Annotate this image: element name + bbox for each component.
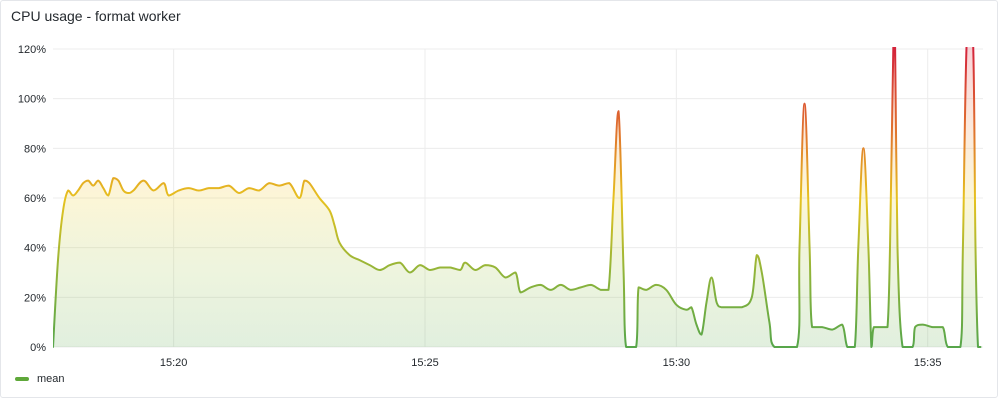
x-tick-label: 15:20 bbox=[160, 357, 188, 369]
legend-swatch bbox=[15, 377, 29, 381]
y-tick-label: 80% bbox=[24, 143, 46, 155]
y-tick-label: 60% bbox=[24, 193, 46, 205]
x-tick-label: 15:25 bbox=[411, 357, 439, 369]
series-layer bbox=[53, 47, 982, 348]
x-tick-label: 15:35 bbox=[914, 357, 942, 369]
panel-title: CPU usage - format worker bbox=[11, 8, 181, 24]
x-tick-label: 15:30 bbox=[663, 357, 691, 369]
legend-label: mean bbox=[37, 373, 65, 385]
y-tick-label: 100% bbox=[18, 94, 46, 106]
series-area-mean bbox=[53, 47, 981, 347]
legend-item-mean[interactable]: mean bbox=[15, 373, 65, 385]
series-line-mean bbox=[53, 47, 982, 348]
y-tick-label: 120% bbox=[18, 44, 46, 56]
y-tick-label: 20% bbox=[24, 292, 46, 304]
x-axis: 15:20 15:25 15:30 15:35 bbox=[160, 357, 942, 369]
y-tick-label: 40% bbox=[24, 243, 46, 255]
y-axis: 0% 20% 40% 60% 80% 100% 120% bbox=[18, 44, 46, 354]
y-tick-label: 0% bbox=[30, 342, 46, 354]
